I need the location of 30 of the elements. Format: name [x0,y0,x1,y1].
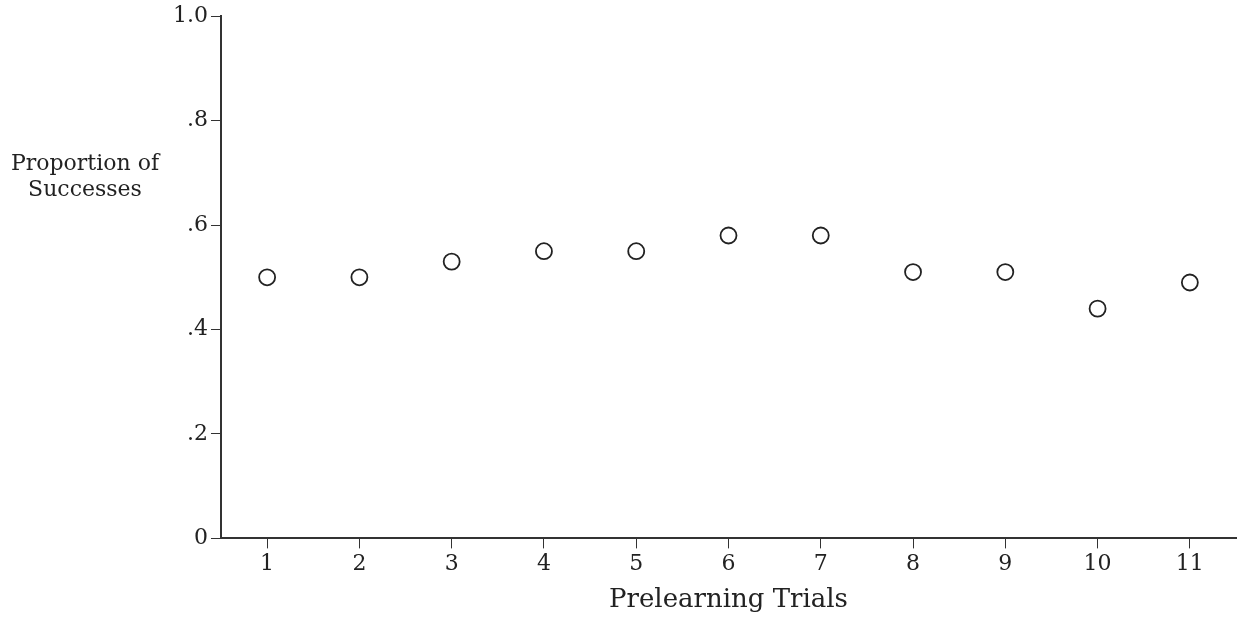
x-tick-label: 6 [721,550,736,576]
x-tick-label: 1 [260,550,275,576]
point [442,252,461,271]
x-tick-label: 2 [352,550,367,576]
point [904,263,922,281]
point [1088,299,1107,318]
point [535,242,553,261]
x-tick-label: 5 [629,550,644,576]
x-tick-label: 9 [998,550,1013,576]
x-tick-label: 11 [1175,550,1204,576]
x-tick-label: 3 [444,550,459,576]
y-tick-label: .6 [186,210,208,236]
point [258,268,277,287]
point [811,226,830,245]
point [350,268,369,287]
x-tick-label: 7 [813,550,828,576]
x-axis-title: Prelearning Trials [609,583,848,614]
y-tick-label: 0 [193,524,208,550]
x-tick-label: 8 [906,550,921,576]
point [719,226,738,245]
point [627,242,646,261]
x-tick-label: 4 [536,550,551,576]
y-tick-label: 1.0 [172,1,208,27]
y-tick-label: .8 [186,106,208,132]
y-axis-title: Proportion of Successes [10,150,160,203]
point [996,263,1015,281]
y-tick-label: .2 [186,419,208,445]
point [1180,273,1199,292]
y-tick-label: .4 [186,315,208,341]
x-tick-label: 10 [1083,550,1112,576]
